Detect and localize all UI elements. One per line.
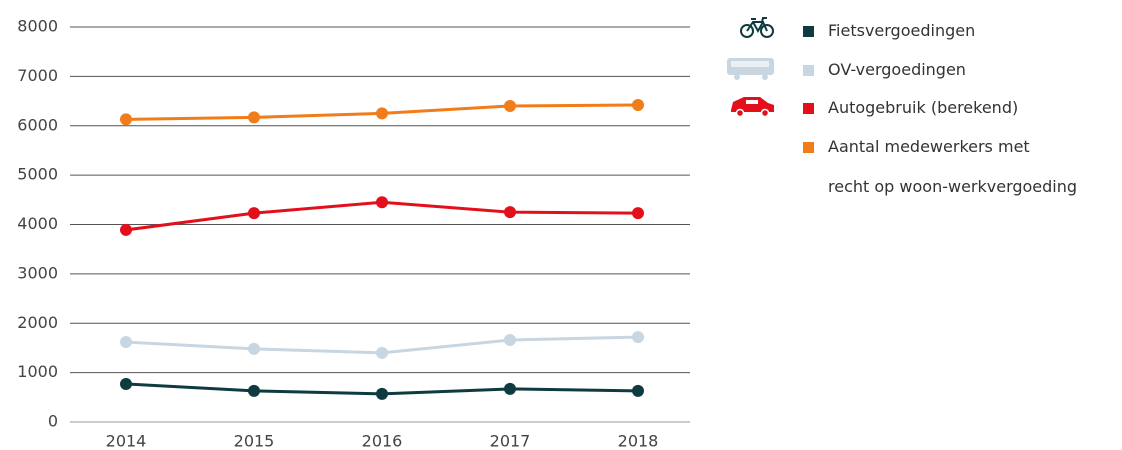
data-point <box>632 99 644 112</box>
data-point <box>248 207 260 220</box>
data-point <box>248 342 260 355</box>
bike-icon <box>740 17 774 38</box>
legend-swatch <box>803 65 814 76</box>
x-tick-label: 2015 <box>234 432 275 450</box>
data-point <box>504 206 516 219</box>
y-tick-label: 8000 <box>17 17 58 36</box>
y-tick-label: 4000 <box>17 214 58 233</box>
data-point <box>376 196 388 209</box>
data-point <box>248 384 260 397</box>
car-icon <box>731 97 774 118</box>
data-point <box>120 223 132 236</box>
legend-item: OV-vergoedingen <box>803 60 966 90</box>
x-tick-label: 2018 <box>618 432 659 450</box>
legend-item: Fietsvergoedingen <box>803 21 975 51</box>
legend-item: Aantal medewerkers met recht op woon-wer… <box>803 137 1077 207</box>
data-point <box>504 100 516 112</box>
y-tick-label: 0 <box>48 412 58 431</box>
y-tick-label: 6000 <box>17 115 58 134</box>
legend-swatch <box>803 103 814 114</box>
data-point <box>504 382 516 395</box>
y-tick-label: 5000 <box>17 165 58 184</box>
data-point <box>376 346 388 359</box>
data-point <box>120 113 132 126</box>
legend-swatch <box>803 142 814 153</box>
data-point <box>376 387 388 400</box>
bus-icon <box>727 58 774 80</box>
data-point <box>632 331 644 344</box>
legend-swatch <box>803 26 814 37</box>
data-point <box>632 207 644 220</box>
data-point <box>120 377 132 390</box>
data-point <box>632 384 644 397</box>
legend-label: OV-vergoedingen <box>828 60 966 79</box>
legend-label: Fietsvergoedingen <box>828 21 976 40</box>
y-tick-label: 3000 <box>17 263 58 282</box>
x-tick-label: 2017 <box>490 432 531 450</box>
y-tick-label: 1000 <box>17 362 58 381</box>
legend-label: Aantal medewerkers met recht op woon-wer… <box>828 137 1078 196</box>
legend-item: Autogebruik (berekend) <box>803 98 1018 128</box>
data-point <box>504 334 516 347</box>
x-tick-label: 2016 <box>362 432 403 450</box>
data-point <box>376 107 388 120</box>
y-tick-label: 7000 <box>17 66 58 85</box>
x-tick-label: 2014 <box>106 432 147 450</box>
legend-label: Autogebruik (berekend) <box>828 98 1019 117</box>
y-tick-label: 2000 <box>17 313 58 332</box>
data-point <box>120 336 132 349</box>
data-point <box>248 111 260 124</box>
